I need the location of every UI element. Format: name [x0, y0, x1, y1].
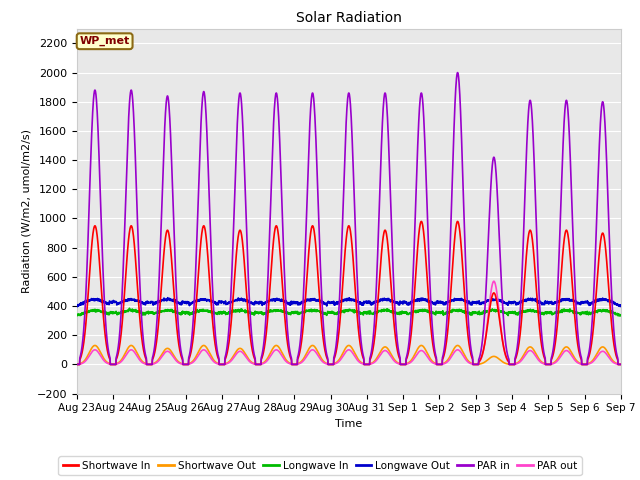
- Text: WP_met: WP_met: [79, 36, 130, 47]
- Y-axis label: Radiation (W/m2, umol/m2/s): Radiation (W/m2, umol/m2/s): [21, 129, 31, 293]
- Title: Solar Radiation: Solar Radiation: [296, 11, 402, 25]
- X-axis label: Time: Time: [335, 419, 362, 429]
- Legend: Shortwave In, Shortwave Out, Longwave In, Longwave Out, PAR in, PAR out: Shortwave In, Shortwave Out, Longwave In…: [58, 456, 582, 475]
